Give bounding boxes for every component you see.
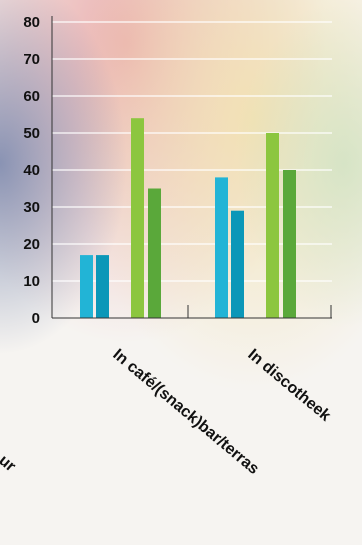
y-tick-label: 40 <box>23 162 40 179</box>
y-tick-label: 70 <box>23 51 40 68</box>
bars <box>80 118 296 318</box>
bar <box>283 170 296 318</box>
y-tick-label: 30 <box>23 199 40 216</box>
bar <box>131 118 144 318</box>
axes <box>51 16 332 319</box>
bar <box>215 177 228 318</box>
y-tick-label: 0 <box>32 310 40 327</box>
gridlines <box>52 21 332 282</box>
bar <box>148 188 161 318</box>
y-tick-label: 80 <box>23 14 40 31</box>
bar <box>231 210 244 318</box>
y-axis-ticks: 0 10 20 30 40 50 60 70 80 <box>23 14 40 327</box>
y-tick-label: 20 <box>23 236 40 253</box>
bar <box>266 133 279 318</box>
y-tick-label: 10 <box>23 273 40 290</box>
y-tick-label: 50 <box>23 125 40 142</box>
y-tick-label: 60 <box>23 88 40 105</box>
x-category-label: In discotheek <box>244 346 333 425</box>
x-category-label: In café/(snack)bar/terras <box>109 346 262 478</box>
bar <box>96 255 109 318</box>
bar <box>80 255 93 318</box>
x-category-label-cutoff: ur <box>0 452 19 475</box>
